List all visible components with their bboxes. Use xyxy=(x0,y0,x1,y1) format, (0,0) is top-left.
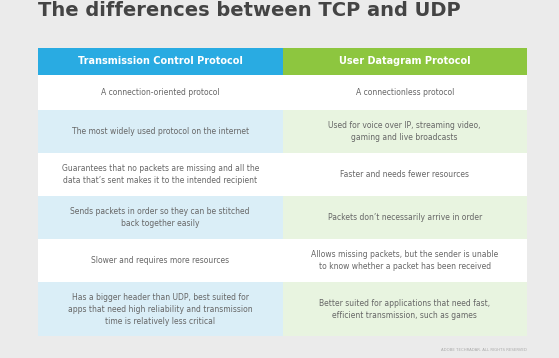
Bar xyxy=(282,110,527,153)
Text: Packets don’t necessarily arrive in order: Packets don’t necessarily arrive in orde… xyxy=(328,213,482,222)
Text: Has a bigger header than UDP, best suited for
apps that need high reliability an: Has a bigger header than UDP, best suite… xyxy=(68,293,253,325)
Text: Sends packets in order so they can be stitched
back together easily: Sends packets in order so they can be st… xyxy=(70,207,250,228)
Bar xyxy=(282,282,527,336)
Bar xyxy=(38,110,282,153)
Text: Transmission Control Protocol: Transmission Control Protocol xyxy=(78,57,243,67)
Text: Faster and needs fewer resources: Faster and needs fewer resources xyxy=(340,170,469,179)
Bar xyxy=(38,282,282,336)
Bar xyxy=(282,196,527,239)
Text: A connection-oriented protocol: A connection-oriented protocol xyxy=(101,88,220,97)
Bar xyxy=(282,48,527,75)
Text: The most widely used protocol on the internet: The most widely used protocol on the int… xyxy=(72,127,249,136)
Text: Used for voice over IP, streaming video,
gaming and live broadcasts: Used for voice over IP, streaming video,… xyxy=(329,121,481,141)
Text: Guarantees that no packets are missing and all the
data that’s sent makes it to : Guarantees that no packets are missing a… xyxy=(61,164,259,185)
Text: User Datagram Protocol: User Datagram Protocol xyxy=(339,57,471,67)
Text: A connectionless protocol: A connectionless protocol xyxy=(356,88,454,97)
Text: Better suited for applications that need fast,
efficient transmission, such as g: Better suited for applications that need… xyxy=(319,299,490,320)
Bar xyxy=(38,48,527,336)
Bar xyxy=(38,48,282,75)
Text: Slower and requires more resources: Slower and requires more resources xyxy=(91,256,229,265)
Text: ADOBE TECHRADAR. ALL RIGHTS RESERVED: ADOBE TECHRADAR. ALL RIGHTS RESERVED xyxy=(441,348,527,352)
Text: The differences between TCP and UDP: The differences between TCP and UDP xyxy=(38,1,461,20)
Text: Allows missing packets, but the sender is unable
to know whether a packet has be: Allows missing packets, but the sender i… xyxy=(311,250,499,271)
Bar xyxy=(38,196,282,239)
